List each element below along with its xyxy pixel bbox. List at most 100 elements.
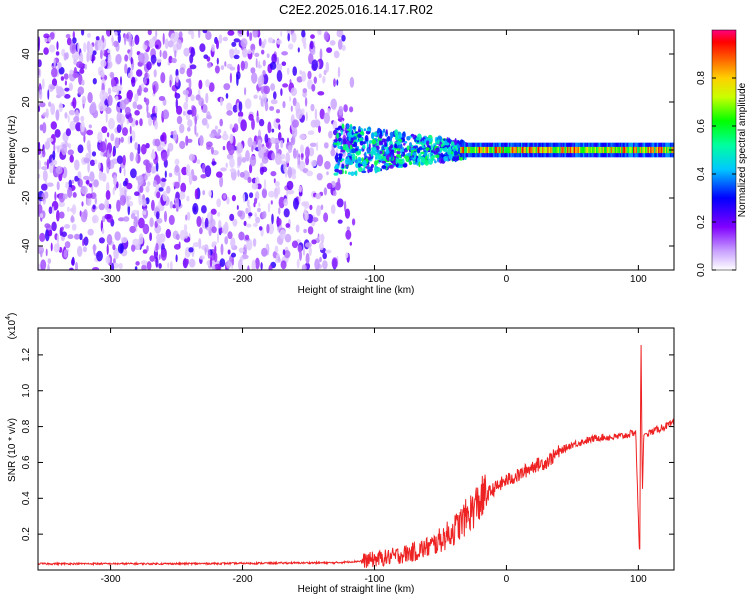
heatmap-cell <box>238 231 245 241</box>
heatmap-cell <box>64 224 71 229</box>
heatmap-cell <box>41 166 48 171</box>
heatmap-cell <box>363 128 367 132</box>
heatmap-cell <box>227 231 233 240</box>
heatmap-cell <box>156 58 162 63</box>
heatmap-cell <box>71 258 75 266</box>
heatmap-cell <box>89 159 96 166</box>
heatmap-cell <box>283 198 289 207</box>
heatmap-cell <box>319 48 323 61</box>
heatmap-cell <box>55 51 60 56</box>
heatmap-cell <box>329 40 336 46</box>
heatmap-cell <box>262 59 266 67</box>
heatmap-cell <box>50 103 56 116</box>
heatmap-cell <box>261 247 268 257</box>
heatmap-cell <box>296 259 300 269</box>
heatmap-cell <box>106 132 110 138</box>
heatmap-cell <box>187 138 193 143</box>
heatmap-cell <box>98 171 105 181</box>
snr-scale-label: (x104) <box>5 313 18 340</box>
heatmap-cell <box>217 212 221 217</box>
heatmap-cell <box>316 204 321 217</box>
heatmap-cell <box>202 104 208 114</box>
heatmap-cell <box>229 123 233 130</box>
heatmap-cell <box>410 133 414 137</box>
heatmap-cell <box>291 174 297 180</box>
heatmap-cell <box>280 30 283 37</box>
colorbar-ticks: 0.0 0.2 0.4 0.6 0.8 <box>696 71 736 277</box>
heatmap-cell <box>247 49 252 55</box>
heatmap-cell <box>251 145 254 153</box>
heatmap-cell <box>79 233 83 241</box>
heatmap-cell <box>381 160 386 164</box>
heatmap-cell <box>252 238 257 247</box>
heatmap-cell <box>131 244 136 252</box>
heatmap-cell <box>47 89 50 100</box>
heatmap-cell <box>106 244 109 255</box>
heatmap-cell <box>192 203 199 215</box>
heatmap-cell <box>65 128 71 137</box>
heatmap-cell <box>189 258 196 268</box>
heatmap-cell <box>279 229 286 240</box>
heatmap-cell <box>188 153 195 161</box>
heatmap-cell <box>330 204 336 215</box>
heatmap-cell <box>194 188 199 200</box>
heatmap-cell <box>105 111 108 123</box>
heatmap-cell <box>296 76 303 83</box>
heatmap-cell <box>107 53 112 63</box>
heatmap-cell <box>280 88 283 96</box>
heatmap-cell <box>301 71 307 82</box>
heatmap-cell <box>95 36 100 41</box>
heatmap-cell <box>144 72 148 78</box>
heatmap-cell <box>164 170 167 178</box>
y-tick-label: 0.4 <box>21 491 32 505</box>
heatmap-cell <box>326 47 333 53</box>
heatmap-cell <box>61 143 67 156</box>
heatmap-cell <box>198 135 204 147</box>
heatmap-cell <box>153 84 156 95</box>
colorbar-tick-label: 0.2 <box>696 215 707 229</box>
heatmap-cell <box>175 233 180 241</box>
heatmap-cell <box>351 218 356 226</box>
heatmap-cell <box>214 65 220 74</box>
heatmap-cell <box>39 124 44 131</box>
heatmap-cell <box>216 57 219 65</box>
heatmap-cell <box>92 204 96 210</box>
heatmap-cell <box>167 262 170 269</box>
heatmap-cell <box>350 125 353 133</box>
heatmap-cell <box>277 256 281 263</box>
heatmap-cell <box>351 153 356 160</box>
heatmap-cell <box>81 201 84 207</box>
colorbar-tick-label: 0.0 <box>696 263 707 277</box>
heatmap-cell <box>258 226 263 231</box>
heatmap-cell <box>402 163 408 168</box>
heatmap-cell <box>85 193 93 199</box>
heatmap-cell <box>185 164 191 177</box>
heatmap-cell <box>390 153 393 161</box>
snr-xlabel: Height of straight line (km) <box>298 584 415 595</box>
heatmap-cell <box>270 200 273 205</box>
heatmap-cell <box>44 37 48 43</box>
heatmap-cell <box>143 97 147 103</box>
heatmap-cell <box>271 152 276 161</box>
heatmap-cell <box>112 187 115 196</box>
heatmap-cell <box>262 211 267 219</box>
heatmap-cell <box>72 97 77 109</box>
heatmap-cell <box>128 116 134 124</box>
heatmap-cell <box>311 59 318 71</box>
heatmap-cell <box>139 185 144 193</box>
heatmap-cell <box>55 109 60 121</box>
spectrogram-heatmap <box>38 30 674 270</box>
heatmap-cell <box>40 259 47 270</box>
heatmap-cell <box>101 126 108 134</box>
heatmap-cell <box>39 232 46 242</box>
heatmap-cell <box>332 120 338 130</box>
heatmap-cell <box>259 95 262 101</box>
heatmap-cell <box>237 63 240 74</box>
heatmap-cell <box>129 225 136 234</box>
heatmap-cell <box>242 254 249 260</box>
heatmap-cell <box>403 142 406 146</box>
heatmap-cell <box>182 89 189 96</box>
heatmap-cell <box>268 264 273 270</box>
heatmap-cell <box>191 105 197 117</box>
